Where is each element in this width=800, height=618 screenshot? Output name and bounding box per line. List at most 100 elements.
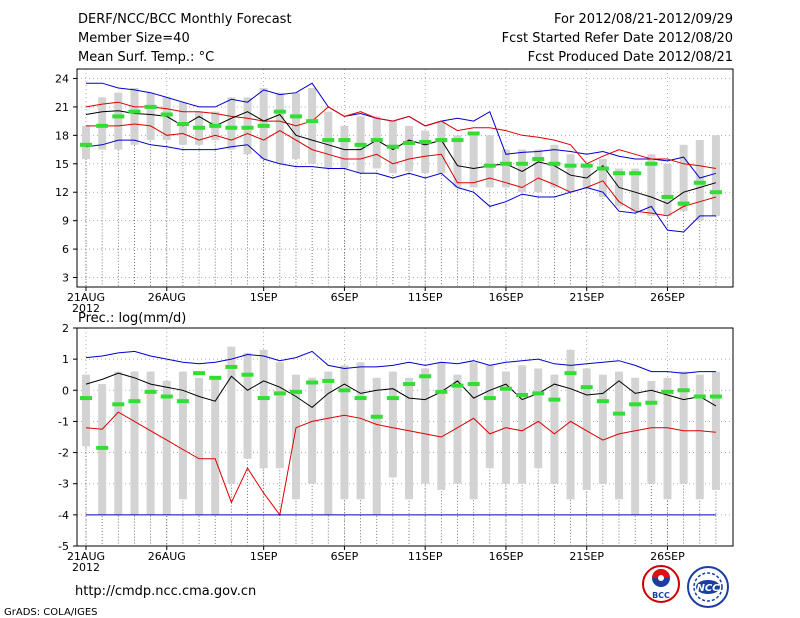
footer-url[interactable]: http://cmdp.ncc.cma.gov.cn [75,584,256,599]
spread-box [695,140,704,221]
climate-mark [128,109,141,114]
spread-box [631,168,640,212]
climate-mark [661,389,674,394]
climate-mark [338,388,351,393]
spread-box [405,377,414,500]
spread-box [227,97,236,150]
header-title: DERF/NCC/BCC Monthly Forecast [78,12,292,27]
spread-box [598,374,607,484]
spread-box [695,374,704,500]
spread-box [421,368,430,484]
climate-mark [645,400,658,405]
y-tick-label: 9 [62,215,69,228]
climate-mark [354,142,367,147]
spread-box [195,377,204,515]
climate-mark [629,171,642,176]
spread-box [679,144,688,212]
spread-box [259,87,268,160]
spread-box [711,135,720,216]
climate-mark [532,391,545,396]
y-tick-label: 0 [62,384,69,397]
y-tick-label: -1 [58,415,69,428]
climate-mark [306,380,319,385]
climate-mark [144,104,157,109]
series-line-mean-spread [85,411,716,517]
x-tick-label: 1SEP [250,291,278,304]
climate-mark [467,382,480,387]
climate-mark [370,414,383,419]
spread-box [114,371,123,515]
climate-mark [306,119,319,124]
series-line-ensemble-max [85,350,716,374]
y-tick-label: -5 [58,540,69,553]
x-tick-label: 21AUG [67,550,105,563]
climate-mark [645,161,658,166]
climate-mark [709,394,722,399]
x-tick-year-label: 2012 [72,561,100,574]
climate-mark [596,166,609,171]
spread-box [631,377,640,515]
x-tick-label: 21SEP [569,550,604,563]
climate-mark [112,402,125,407]
climate-mark [193,371,206,376]
spread-box [663,377,672,500]
plot-frame [76,68,734,288]
x-tick-label: 21AUG [67,291,105,304]
spread-box [453,135,462,188]
climate-mark [499,386,512,391]
spread-box [146,371,155,515]
spread-box [98,97,107,150]
y-tick-label: 1 [62,353,69,366]
spread-box [259,349,268,469]
spread-box [275,362,284,469]
spread-box [534,149,543,193]
spread-box [566,154,575,193]
y-tick-label: -2 [58,447,69,460]
climate-mark [516,161,529,166]
climate-mark [176,399,189,404]
spread-box [178,371,187,500]
y-tick-label: 2 [62,322,69,335]
climate-mark [677,388,690,393]
spread-box [647,154,656,216]
spread-box [114,92,123,150]
plot-frame [76,327,734,547]
header-produced-date: Fcst Produced Date 2012/08/21 [528,50,733,65]
spread-box [469,135,478,188]
climate-mark [225,364,238,369]
climate-mark [386,144,399,149]
spread-box [405,125,414,172]
bcc-logo-text: BCC [652,591,670,600]
climate-mark [257,123,270,128]
x-tick-label: 26AUG [148,550,186,563]
header-member-size: Member Size=40 [78,31,190,46]
spread-box [566,349,575,500]
spread-box [711,371,720,490]
climate-mark [80,142,92,147]
spread-box [647,380,656,484]
climate-mark [435,138,448,143]
climate-mark [209,123,222,128]
spread-box [243,352,252,459]
spread-box [82,374,90,447]
spread-box [130,87,139,145]
climate-mark [386,396,399,401]
bcc-logo: BCC [642,565,680,603]
climate-mark [257,396,270,401]
footer-grads-credit: GrADS: COLA/IGES [4,607,98,618]
climate-mark [289,389,302,394]
spread-box [679,371,688,484]
climate-mark [419,374,432,379]
climate-mark [548,397,561,402]
climate-mark [322,378,335,383]
climate-mark [693,394,706,399]
climate-mark [241,372,254,377]
spread-box [534,368,543,469]
climate-mark [273,391,286,396]
spread-box [518,365,527,484]
climate-mark [144,389,157,394]
climate-mark [451,138,464,143]
spread-box [501,149,510,188]
spread-box [582,163,591,188]
